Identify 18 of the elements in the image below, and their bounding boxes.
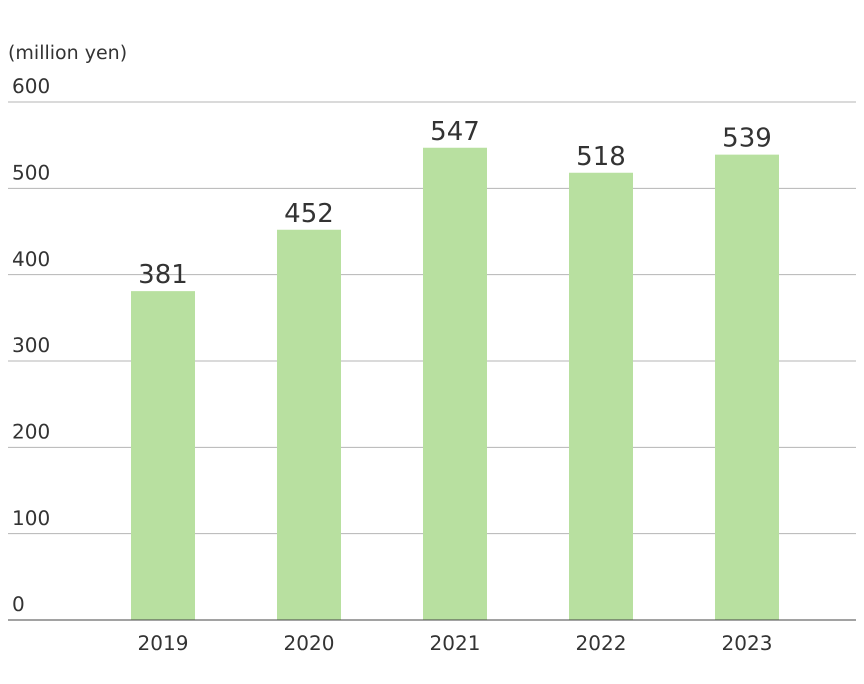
- y-tick-label: 200: [12, 419, 50, 444]
- data-label: 547: [430, 116, 480, 147]
- y-tick-label: 300: [12, 333, 50, 358]
- x-tick-label: 2021: [430, 631, 480, 656]
- x-tick-label: 2023: [722, 631, 772, 656]
- y-axis-title: (million yen): [8, 42, 128, 64]
- y-tick-label: 400: [12, 246, 50, 271]
- x-tick-label: 2022: [576, 631, 626, 656]
- data-label: 518: [576, 142, 626, 172]
- x-tick-label: 2019: [138, 631, 188, 656]
- data-label: 452: [284, 198, 334, 229]
- data-label: 381: [138, 260, 188, 290]
- y-tick-label: 100: [12, 506, 50, 530]
- y-tick-label: 0: [12, 592, 25, 616]
- x-tick-label: 2020: [284, 631, 334, 656]
- data-label: 539: [722, 124, 772, 154]
- y-tick-label: 600: [12, 74, 50, 98]
- y-tick-label: 500: [12, 160, 50, 184]
